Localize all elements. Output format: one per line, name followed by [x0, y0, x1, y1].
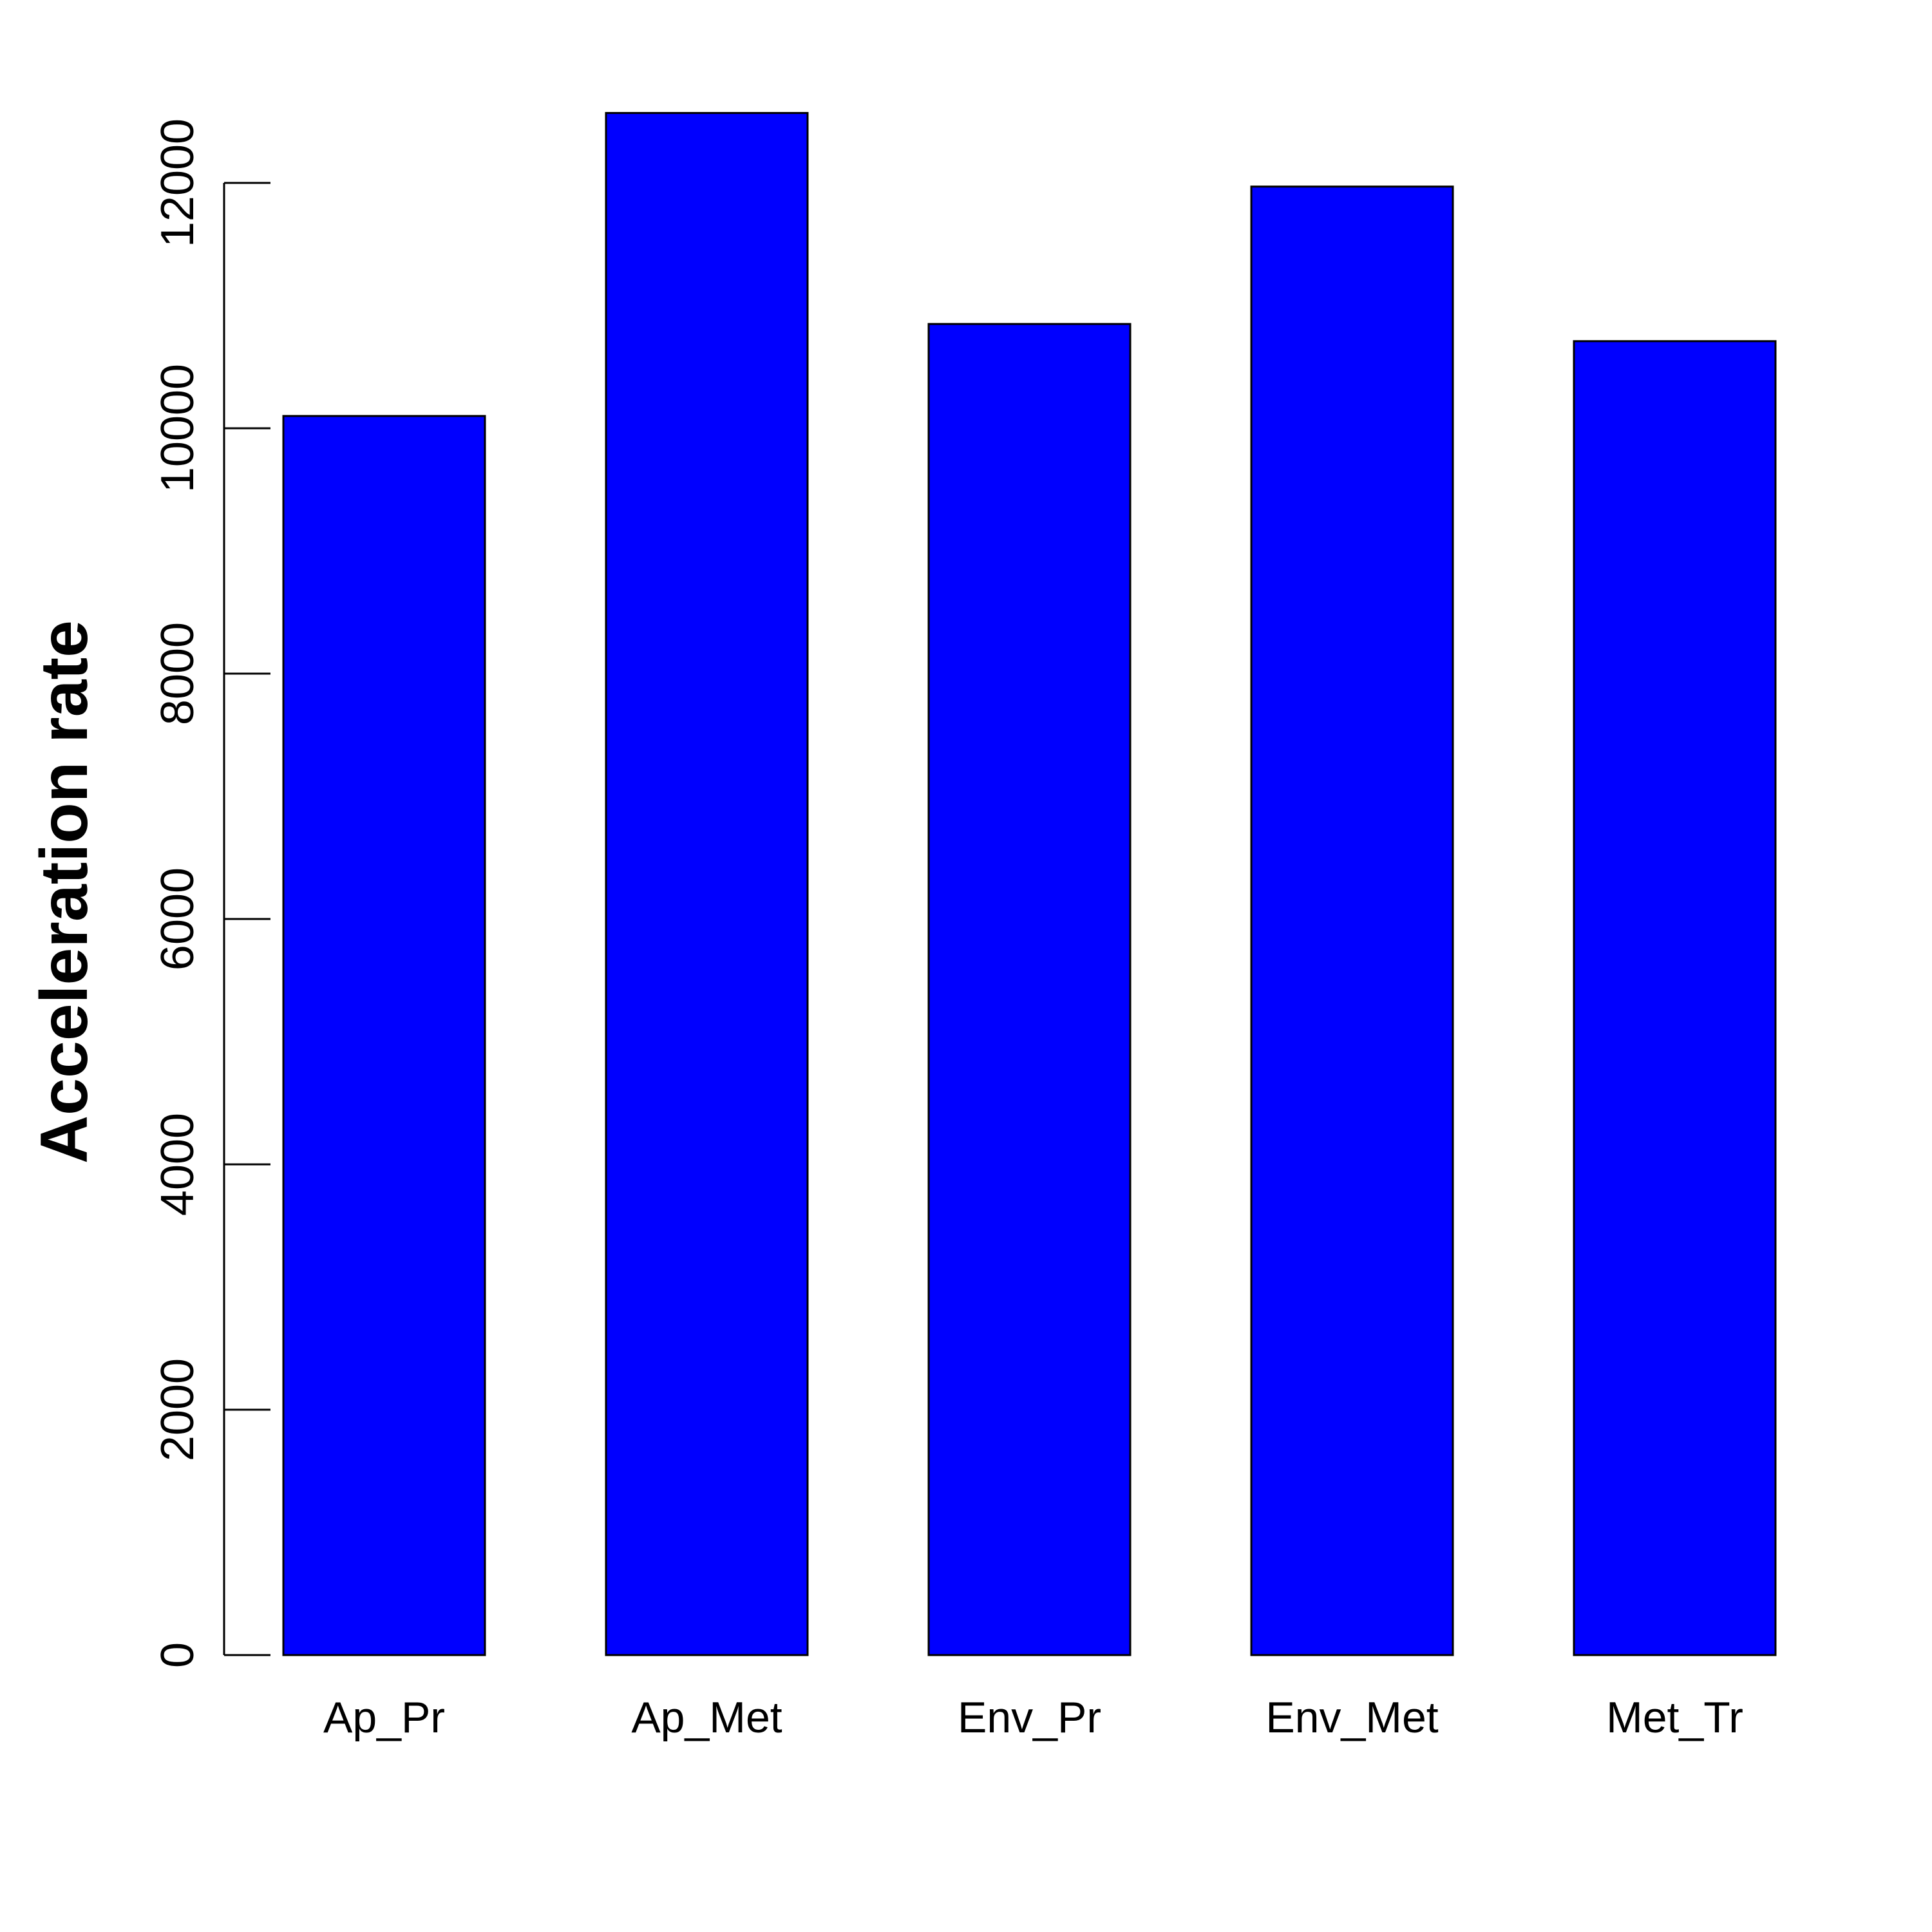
y-axis: 0 2000 4000 6000 8000 10000 12000 — [152, 118, 270, 1668]
x-category-label: Env_Met — [1265, 1693, 1438, 1742]
bar-ap-pr — [282, 415, 486, 1656]
y-tick-label: 4000 — [152, 1113, 204, 1216]
y-tick-label: 10000 — [152, 364, 204, 493]
bar-env-pr — [927, 323, 1132, 1656]
x-category-label: Ap_Met — [631, 1693, 782, 1742]
y-axis-title: Acceleration rate — [27, 620, 102, 1164]
bar-met-tr — [1573, 340, 1777, 1656]
y-tick-label: 2000 — [152, 1358, 204, 1461]
y-tick-label: 12000 — [152, 118, 204, 247]
x-category-label: Env_Pr — [958, 1693, 1101, 1742]
bar-env-met — [1250, 185, 1454, 1656]
x-category-label: Met_Tr — [1606, 1693, 1743, 1742]
y-tick-label: 0 — [152, 1642, 204, 1668]
bar-ap-met — [605, 111, 809, 1656]
y-tick-label: 6000 — [152, 867, 204, 971]
y-tick-label: 8000 — [152, 622, 204, 725]
x-category-label: Ap_Pr — [323, 1693, 445, 1742]
x-axis-labels: Ap_Pr Ap_Met Env_Pr Env_Met Met_Tr — [323, 1693, 1743, 1742]
bars — [282, 111, 1777, 1656]
